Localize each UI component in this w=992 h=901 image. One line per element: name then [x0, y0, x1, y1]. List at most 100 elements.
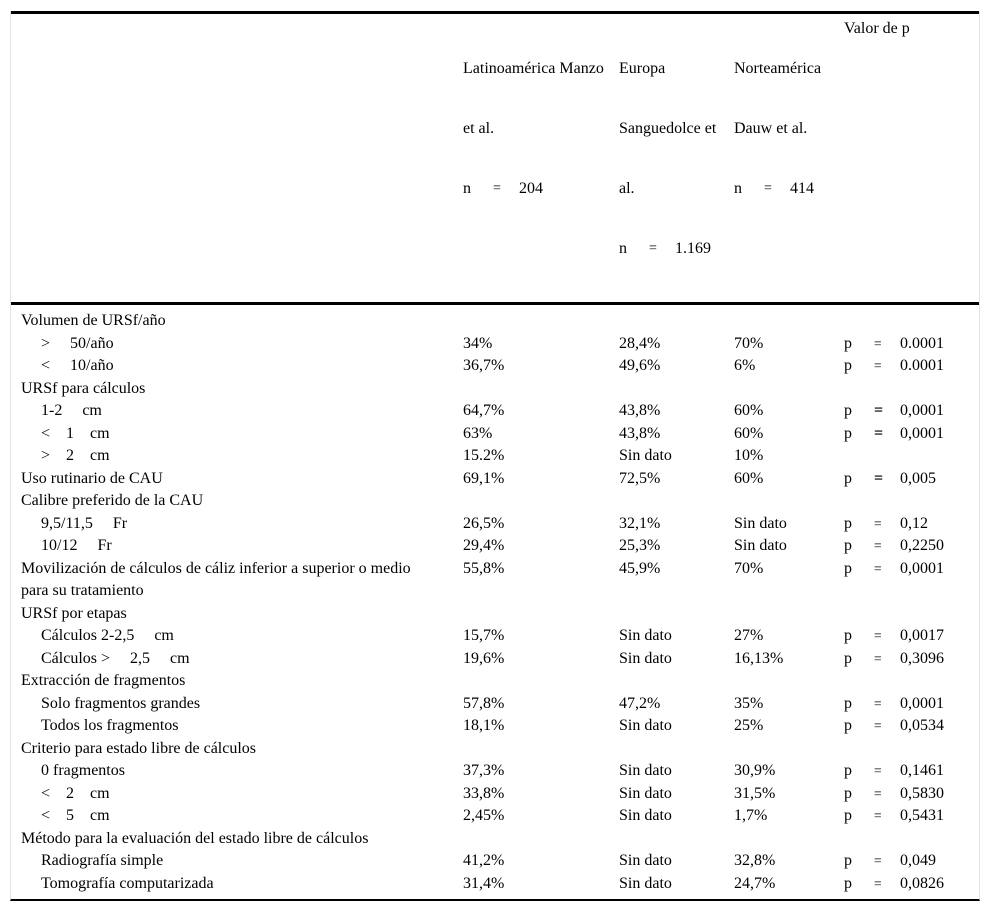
header-europa-line3: al. — [619, 180, 635, 197]
equals-sign: = — [764, 181, 772, 196]
row-label: Calibre preferido de la CAU — [21, 492, 204, 509]
p-value-cell: p = 0,3096 — [844, 648, 979, 671]
p-value: 0,1461 — [900, 762, 944, 779]
row-label: Cálculos > 2,5 cm — [41, 649, 190, 667]
latinoamerica-value: 18,1% — [463, 717, 505, 734]
table-row: < 2 cm 33,8% Sin dato 31,5% p = 0,5830 — [21, 783, 979, 806]
europa-value: Sin dato — [619, 447, 672, 464]
row-label: 9,5/11,5 Fr — [41, 514, 128, 532]
n-value: 414 — [790, 180, 814, 197]
europa-value: 43,8% — [619, 402, 661, 419]
p-label: p — [844, 694, 852, 712]
p-value: 0,12 — [900, 514, 928, 532]
norteamerica-value: 32,8% — [734, 852, 776, 869]
europa-value: Sin dato — [619, 627, 672, 644]
europa-value: Sin dato — [619, 717, 672, 734]
latinoamerica-value: 37,3% — [463, 762, 505, 779]
p-label: p — [844, 357, 852, 374]
row-label: Solo fragmentos grandes — [41, 694, 201, 712]
header-latinoamerica-line1: Latinoamérica Manzo — [463, 60, 604, 77]
row-label: Cálculos 2-2,5 cm — [41, 627, 174, 644]
header-valor-de-p: Valor de p — [844, 20, 910, 37]
norteamerica-value: 60% — [734, 469, 764, 487]
europa-value: 25,3% — [619, 537, 661, 554]
table-row: < 1 cm 63% 43,8% 60% p = 0,0001 — [21, 423, 979, 446]
europa-value: 32,1% — [619, 514, 661, 532]
n-value: 204 — [519, 180, 543, 197]
row-label: 0 fragmentos — [41, 762, 125, 779]
header-norteamerica-n: n = 414 — [734, 179, 844, 199]
p-value-cell: p = 0,0001 — [844, 423, 979, 446]
p-value-cell: p = 0,1461 — [844, 760, 979, 783]
table-row: > 50/año 34% 28,4% 70% p = 0.0001 — [21, 333, 979, 356]
europa-value: Sin dato — [619, 807, 672, 824]
p-value-cell: p = 0.0001 — [844, 355, 979, 378]
norteamerica-value: Sin dato — [734, 514, 787, 532]
norteamerica-value: 16,13% — [734, 649, 784, 667]
equals-sign: = — [874, 808, 882, 823]
table-row: Extracción de fragmentos — [21, 670, 979, 693]
p-value: 0,005 — [900, 469, 936, 487]
equals-sign: = — [493, 181, 501, 196]
p-label: p — [844, 807, 852, 824]
table-row: 0 fragmentos 37,3% Sin dato 30,9% p = 0,… — [21, 760, 979, 783]
latinoamerica-value: 15.2% — [463, 447, 505, 464]
header-empty-cell — [21, 19, 463, 299]
norteamerica-value: 70% — [734, 334, 764, 352]
equals-sign: = — [874, 853, 882, 868]
table-row: 10/12 Fr 29,4% 25,3% Sin dato p = 0,2250 — [21, 535, 979, 558]
norteamerica-value: 10% — [734, 447, 764, 464]
p-value: 0,0001 — [900, 402, 944, 419]
europa-value: Sin dato — [619, 852, 672, 869]
p-value: 0,0017 — [900, 627, 944, 644]
equals-sign: = — [874, 875, 882, 891]
n-label: n — [463, 180, 471, 197]
latinoamerica-value: 29,4% — [463, 537, 505, 554]
latinoamerica-value: 19,6% — [463, 649, 505, 667]
europa-value: Sin dato — [619, 874, 672, 892]
equals-sign: = — [874, 424, 884, 442]
p-label: p — [844, 717, 852, 734]
table-row: Calibre preferido de la CAU — [21, 490, 979, 513]
latinoamerica-value: 55,8% — [463, 559, 505, 577]
table-row: 1-2 cm 64,7% 43,8% 60% p = 0,0001 — [21, 400, 979, 423]
row-label: Todos los fragmentos — [41, 717, 179, 734]
p-label: p — [844, 402, 852, 419]
norteamerica-value: 1,7% — [734, 807, 768, 824]
equals-sign: = — [874, 402, 884, 419]
equals-sign: = — [874, 469, 884, 487]
norteamerica-value: 31,5% — [734, 784, 776, 802]
table-row: Cálculos 2-2,5 cm 15,7% Sin dato 27% p =… — [21, 625, 979, 648]
row-label: < 2 cm — [41, 784, 110, 802]
europa-value: 45,9% — [619, 559, 661, 577]
norteamerica-value: 35% — [734, 694, 764, 712]
equals-sign: = — [874, 628, 882, 643]
row-label: Método para la evaluación del estado lib… — [21, 829, 369, 847]
norteamerica-value: 27% — [734, 627, 764, 644]
latinoamerica-value: 33,8% — [463, 784, 505, 802]
row-label: Radiografía simple — [41, 852, 164, 869]
table-row: Tomografía computarizada 31,4% Sin dato … — [21, 873, 979, 896]
norteamerica-value: Sin dato — [734, 537, 787, 554]
table-row: < 5 cm 2,45% Sin dato 1,7% p = 0,5431 — [21, 805, 979, 828]
p-value-cell: p = 0,049 — [844, 850, 979, 873]
equals-sign: = — [874, 560, 882, 576]
row-label: < 10/año — [41, 357, 114, 374]
table-row: URSf por etapas — [21, 603, 979, 626]
table-row: Radiografía simple 41,2% Sin dato 32,8% … — [21, 850, 979, 873]
norteamerica-value: 30,9% — [734, 762, 776, 779]
latinoamerica-value: 41,2% — [463, 852, 505, 869]
equals-sign: = — [874, 695, 882, 711]
header-latinoamerica-line2: et al. — [463, 120, 495, 137]
latinoamerica-value: 15,7% — [463, 627, 505, 644]
table-row: Criterio para estado libre de cálculos — [21, 738, 979, 761]
header-latinoamerica: Latinoamérica Manzo et al. n = 204 — [463, 19, 619, 299]
p-label: p — [844, 559, 852, 577]
equals-sign: = — [874, 358, 882, 373]
p-label: p — [844, 874, 852, 892]
norteamerica-value: 60% — [734, 402, 764, 419]
table-row: 9,5/11,5 Fr 26,5% 32,1% Sin dato p = 0,1… — [21, 513, 979, 536]
p-value-cell: p = 0.0001 — [844, 333, 979, 356]
row-label: > 50/año — [41, 334, 114, 352]
p-value: 0.0001 — [900, 357, 944, 374]
